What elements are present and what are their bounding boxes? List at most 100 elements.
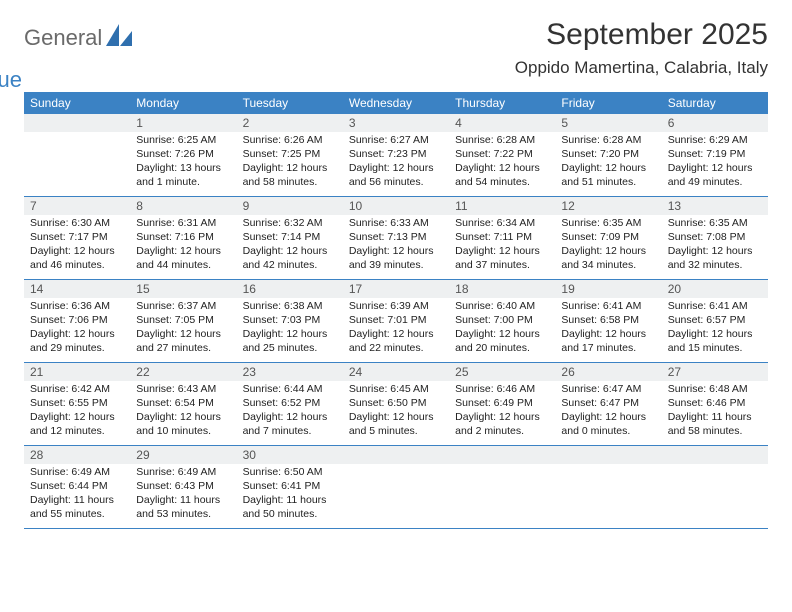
day-body: Sunrise: 6:46 AMSunset: 6:49 PMDaylight:… bbox=[449, 381, 555, 444]
day-number: 23 bbox=[237, 363, 343, 381]
sunset-text: Sunset: 6:47 PM bbox=[561, 397, 655, 411]
sunset-text: Sunset: 7:05 PM bbox=[136, 314, 230, 328]
daylight-text: Daylight: 12 hours and 44 minutes. bbox=[136, 245, 230, 273]
weeks: 1Sunrise: 6:25 AMSunset: 7:26 PMDaylight… bbox=[24, 114, 768, 529]
sunrise-text: Sunrise: 6:41 AM bbox=[668, 300, 762, 314]
empty-cell bbox=[449, 446, 555, 528]
sunset-text: Sunset: 7:09 PM bbox=[561, 231, 655, 245]
day-number bbox=[343, 446, 449, 464]
day-cell: 4Sunrise: 6:28 AMSunset: 7:22 PMDaylight… bbox=[449, 114, 555, 196]
week-row: 1Sunrise: 6:25 AMSunset: 7:26 PMDaylight… bbox=[24, 114, 768, 197]
day-number: 6 bbox=[662, 114, 768, 132]
day-body: Sunrise: 6:42 AMSunset: 6:55 PMDaylight:… bbox=[24, 381, 130, 444]
day-number bbox=[662, 446, 768, 464]
day-header: Wednesday bbox=[343, 92, 449, 114]
day-cell: 25Sunrise: 6:46 AMSunset: 6:49 PMDayligh… bbox=[449, 363, 555, 445]
daylight-text: Daylight: 12 hours and 17 minutes. bbox=[561, 328, 655, 356]
day-body: Sunrise: 6:35 AMSunset: 7:09 PMDaylight:… bbox=[555, 215, 661, 278]
day-cell: 23Sunrise: 6:44 AMSunset: 6:52 PMDayligh… bbox=[237, 363, 343, 445]
day-number: 20 bbox=[662, 280, 768, 298]
day-cell: 29 Sunrise: 6:49 AMSunset: 6:43 PMDayligh… bbox=[130, 446, 236, 528]
day-cell: 12Sunrise: 6:35 AMSunset: 7:09 PMDayligh… bbox=[555, 197, 661, 279]
sunset-text: Sunset: 6:55 PM bbox=[30, 397, 124, 411]
sunset-text: Sunset: 6:50 PM bbox=[349, 397, 443, 411]
sunset-text: Sunset: 7:25 PM bbox=[243, 148, 337, 162]
day-header: Tuesday bbox=[237, 92, 343, 114]
day-cell: 9Sunrise: 6:32 AMSunset: 7:14 PMDaylight… bbox=[237, 197, 343, 279]
logo: General Blue bbox=[24, 18, 132, 77]
daylight-text: Daylight: 11 hours and 53 minutes. bbox=[136, 494, 230, 522]
day-number: 9 bbox=[237, 197, 343, 215]
logo-text-general: General bbox=[24, 25, 102, 51]
day-body: Sunrise: 6:44 AMSunset: 6:52 PMDaylight:… bbox=[237, 381, 343, 444]
day-body: Sunrise: 6:39 AMSunset: 7:01 PMDaylight:… bbox=[343, 298, 449, 361]
day-number: 10 bbox=[343, 197, 449, 215]
day-body: Sunrise: 6:27 AMSunset: 7:23 PMDaylight:… bbox=[343, 132, 449, 195]
sunset-text: Sunset: 7:08 PM bbox=[668, 231, 762, 245]
daylight-text: Daylight: 12 hours and 39 minutes. bbox=[349, 245, 443, 273]
sunrise-text: Sunrise: 6:47 AM bbox=[561, 383, 655, 397]
day-body: Sunrise: 6:35 AMSunset: 7:08 PMDaylight:… bbox=[662, 215, 768, 278]
daylight-text: Daylight: 12 hours and 25 minutes. bbox=[243, 328, 337, 356]
daylight-text: Daylight: 12 hours and 46 minutes. bbox=[30, 245, 124, 273]
sunrise-text: Sunrise: 6:28 AM bbox=[455, 134, 549, 148]
day-header: Friday bbox=[555, 92, 661, 114]
sunrise-text: Sunrise: 6:37 AM bbox=[136, 300, 230, 314]
daylight-text: Daylight: 12 hours and 5 minutes. bbox=[349, 411, 443, 439]
week-row: 21Sunrise: 6:42 AMSunset: 6:55 PMDayligh… bbox=[24, 363, 768, 446]
empty-cell bbox=[24, 114, 130, 196]
sunset-text: Sunset: 7:19 PM bbox=[668, 148, 762, 162]
day-body: Sunrise: 6:36 AMSunset: 7:06 PMDaylight:… bbox=[24, 298, 130, 361]
day-number: 17 bbox=[343, 280, 449, 298]
week-row: 14Sunrise: 6:36 AMSunset: 7:06 PMDayligh… bbox=[24, 280, 768, 363]
day-cell: 14Sunrise: 6:36 AMSunset: 7:06 PMDayligh… bbox=[24, 280, 130, 362]
sunrise-text: Sunrise: 6:42 AM bbox=[30, 383, 124, 397]
sunset-text: Sunset: 6:54 PM bbox=[136, 397, 230, 411]
sunrise-text: Sunrise: 6:38 AM bbox=[243, 300, 337, 314]
sunset-text: Sunset: 7:00 PM bbox=[455, 314, 549, 328]
sunrise-text: Sunrise: 6:46 AM bbox=[455, 383, 549, 397]
sunrise-text: Sunrise: 6:28 AM bbox=[561, 134, 655, 148]
sunset-text: Sunset: 6:43 PM bbox=[136, 480, 230, 494]
day-number: 22 bbox=[130, 363, 236, 381]
daylight-text: Daylight: 11 hours and 58 minutes. bbox=[668, 411, 762, 439]
daylight-text: Daylight: 11 hours and 50 minutes. bbox=[243, 494, 337, 522]
daylight-text: Daylight: 12 hours and 51 minutes. bbox=[561, 162, 655, 190]
day-cell: 22Sunrise: 6:43 AMSunset: 6:54 PMDayligh… bbox=[130, 363, 236, 445]
day-header: Monday bbox=[130, 92, 236, 114]
day-cell: 11Sunrise: 6:34 AMSunset: 7:11 PMDayligh… bbox=[449, 197, 555, 279]
sunset-text: Sunset: 6:52 PM bbox=[243, 397, 337, 411]
day-body: Sunrise: 6:32 AMSunset: 7:14 PMDaylight:… bbox=[237, 215, 343, 278]
day-number: 15 bbox=[130, 280, 236, 298]
sunset-text: Sunset: 6:49 PM bbox=[455, 397, 549, 411]
sunrise-text: Sunrise: 6:31 AM bbox=[136, 217, 230, 231]
daylight-text: Daylight: 12 hours and 27 minutes. bbox=[136, 328, 230, 356]
sunrise-text: Sunrise: 6:33 AM bbox=[349, 217, 443, 231]
day-body: Sunrise: 6:29 AMSunset: 7:19 PMDaylight:… bbox=[662, 132, 768, 195]
day-number: 5 bbox=[555, 114, 661, 132]
sunrise-text: Sunrise: 6:35 AM bbox=[561, 217, 655, 231]
sunrise-text: Sunrise: 6:49 AM bbox=[136, 466, 230, 480]
daylight-text: Daylight: 12 hours and 20 minutes. bbox=[455, 328, 549, 356]
month-title: September 2025 bbox=[515, 18, 768, 52]
sunset-text: Sunset: 6:58 PM bbox=[561, 314, 655, 328]
sunset-text: Sunset: 7:13 PM bbox=[349, 231, 443, 245]
day-number: 13 bbox=[662, 197, 768, 215]
daylight-text: Daylight: 12 hours and 7 minutes. bbox=[243, 411, 337, 439]
day-body: Sunrise: 6:41 AMSunset: 6:57 PMDaylight:… bbox=[662, 298, 768, 361]
day-number: 26 bbox=[555, 363, 661, 381]
sunset-text: Sunset: 7:01 PM bbox=[349, 314, 443, 328]
sunset-text: Sunset: 7:17 PM bbox=[30, 231, 124, 245]
day-header: Sunday bbox=[24, 92, 130, 114]
sunrise-text: Sunrise: 6:32 AM bbox=[243, 217, 337, 231]
day-cell: 7Sunrise: 6:30 AMSunset: 7:17 PMDaylight… bbox=[24, 197, 130, 279]
sunset-text: Sunset: 7:23 PM bbox=[349, 148, 443, 162]
day-number: 29 bbox=[130, 446, 236, 464]
sunset-text: Sunset: 7:26 PM bbox=[136, 148, 230, 162]
day-number: 2 bbox=[237, 114, 343, 132]
day-cell: 1Sunrise: 6:25 AMSunset: 7:26 PMDaylight… bbox=[130, 114, 236, 196]
day-number: 24 bbox=[343, 363, 449, 381]
day-body: Sunrise: 6:47 AMSunset: 6:47 PMDaylight:… bbox=[555, 381, 661, 444]
day-cell: 28Sunrise: 6:49 AMSunset: 6:44 PMDayligh… bbox=[24, 446, 130, 528]
sunset-text: Sunset: 7:06 PM bbox=[30, 314, 124, 328]
